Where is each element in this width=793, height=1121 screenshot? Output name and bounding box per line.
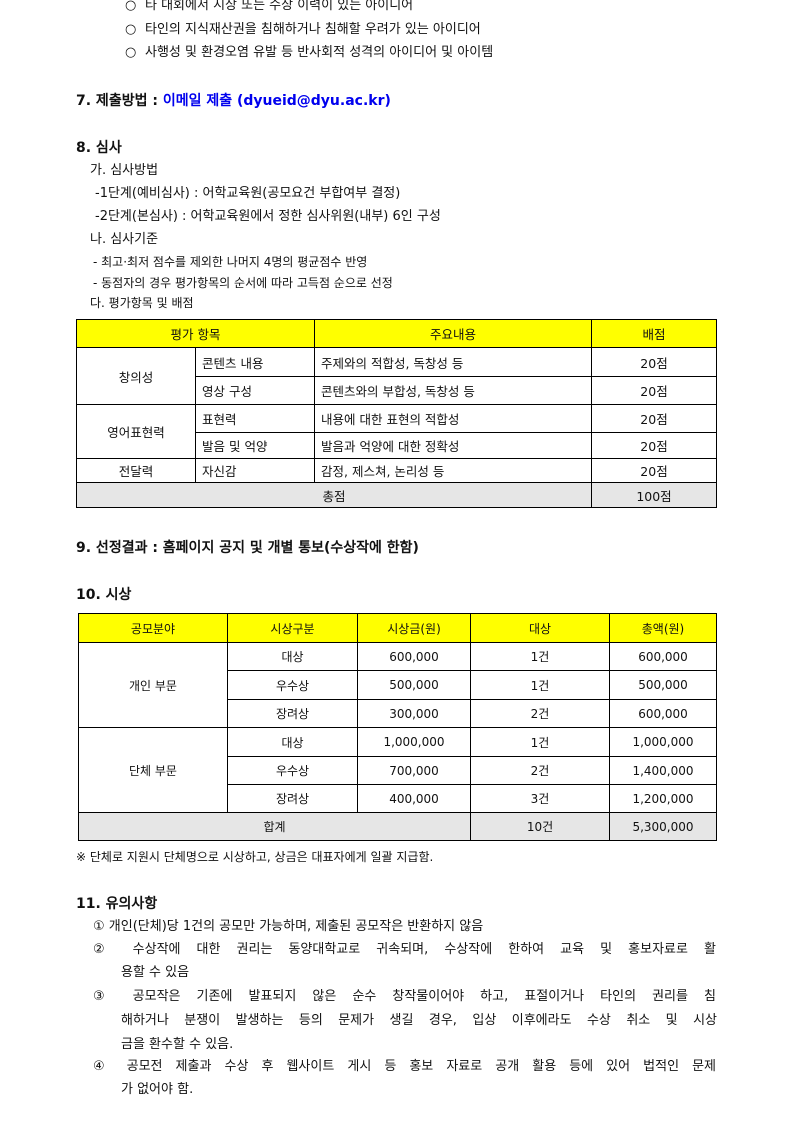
text-line: -2단계(본심사) : 어학교육원에서 정한 심사위원(내부) 6인 구성 [95, 209, 441, 224]
text-line: -1단계(예비심사) : 어학교육원(공모요건 부합여부 결정) [95, 186, 401, 201]
email-link[interactable]: 이메일 제출 (dyueid@dyu.ac.kr) [162, 93, 391, 109]
section-11-title: 11. 유의사항 [76, 896, 158, 912]
table-row: 전달력 자신감 감정, 제스쳐, 논리성 등 20점 [76, 458, 717, 483]
table-row: 단체 부문 대상 1,000,000 1건 1,000,000 [78, 727, 717, 813]
section-7-submission: 7. 제출방법 : 이메일 제출 (dyueid@dyu.ac.kr) [76, 93, 391, 109]
notice-item-continued: 금을 환수할 수 있음. [121, 1037, 234, 1052]
notice-item-continued: 해하거나 분쟁이 발생하는 등의 문제가 생길 경우, 입상 이후에라도 수상 … [121, 1013, 717, 1028]
total-row: 총점 100점 [76, 482, 717, 508]
awards-note: ※ 단체로 지원시 단체명으로 시상하고, 상금은 대표자에게 일괄 지급함. [76, 850, 434, 864]
notice-item: ④ 공모전 제출과 수상 후 웹사이트 게시 등 홍보 자료로 공개 활용 등에… [93, 1059, 716, 1074]
total-row: 합계 10건 5,300,000 [78, 812, 717, 841]
table-row: 창의성 콘텐츠 내용 주제와의 적합성, 독창성 등 20점 [76, 347, 717, 405]
section-9-results: 9. 선정결과 : 홈페이지 공지 및 개별 통보(수상작에 한함) [76, 540, 419, 556]
table-row: 영상 구성 콘텐츠와의 부합성, 독창성 등 20점 [77, 376, 717, 405]
table-row: 장려상 300,000 2건 600,000 [79, 699, 717, 728]
section-8-title: 8. 심사 [76, 140, 122, 156]
table-row: 발음 및 억양 발음과 억양에 대한 정확성 20점 [77, 432, 717, 459]
notice-item-continued: 용할 수 있음 [121, 965, 190, 980]
bullet-item: ○ 타인의 지식재산권을 침해하거나 침해할 우려가 있는 아이디어 [125, 22, 481, 37]
text-line: - 최고·최저 점수를 제외한 나머지 4명의 평균점수 반영 [93, 255, 368, 269]
table-row: 영어표현력 표현력 내용에 대한 표현의 적합성 20점 [76, 404, 717, 459]
section-10-title: 10. 시상 [76, 587, 132, 603]
table-row: 개인 부문 대상 600,000 1건 600,000 [78, 642, 717, 728]
notice-item: ③ 공모작은 기존에 발표되지 않은 순수 창작물이어야 하고, 표절이거나 타… [93, 989, 716, 1004]
subheading: 나. 심사기준 [90, 232, 159, 247]
bullet-item: ○ 타 대회에서 시상 또는 수상 이력이 있는 아이디어 [125, 0, 414, 13]
bullet-item: ○ 사행성 및 환경오염 유발 등 반사회적 성격의 아이디어 및 아이템 [125, 45, 494, 60]
awards-table: 공모분야 시상구분 시상금(원) 대상 총액(원) 개인 부문 대상 600,000 1건 60… [78, 613, 717, 841]
table-row: 우수상 700,000 2건 1,400,000 [79, 756, 717, 785]
subheading: 다. 평가항목 및 배점 [90, 296, 194, 310]
notice-item: ② 수상작에 대한 권리는 동양대학교로 귀속되며, 수상작에 한하여 교육 및… [93, 942, 716, 957]
notice-item: ① 개인(단체)당 1건의 공모만 가능하며, 제출된 공모작은 반환하지 않음 [93, 919, 484, 934]
text-line: - 동점자의 경우 평가항목의 순서에 따라 고득점 순으로 선정 [93, 276, 393, 290]
notice-item-continued: 가 없어야 함. [121, 1082, 194, 1097]
evaluation-table: 평가 항목 주요내용 배점 창의성 콘텐츠 내용 주제와의 적합성, 독창성 등 20점 … [76, 319, 717, 508]
table-row: 장려상 400,000 3건 1,200,000 [79, 784, 717, 813]
table-row: 우수상 500,000 1건 500,000 [79, 670, 717, 700]
subheading: 가. 심사방법 [90, 163, 159, 178]
